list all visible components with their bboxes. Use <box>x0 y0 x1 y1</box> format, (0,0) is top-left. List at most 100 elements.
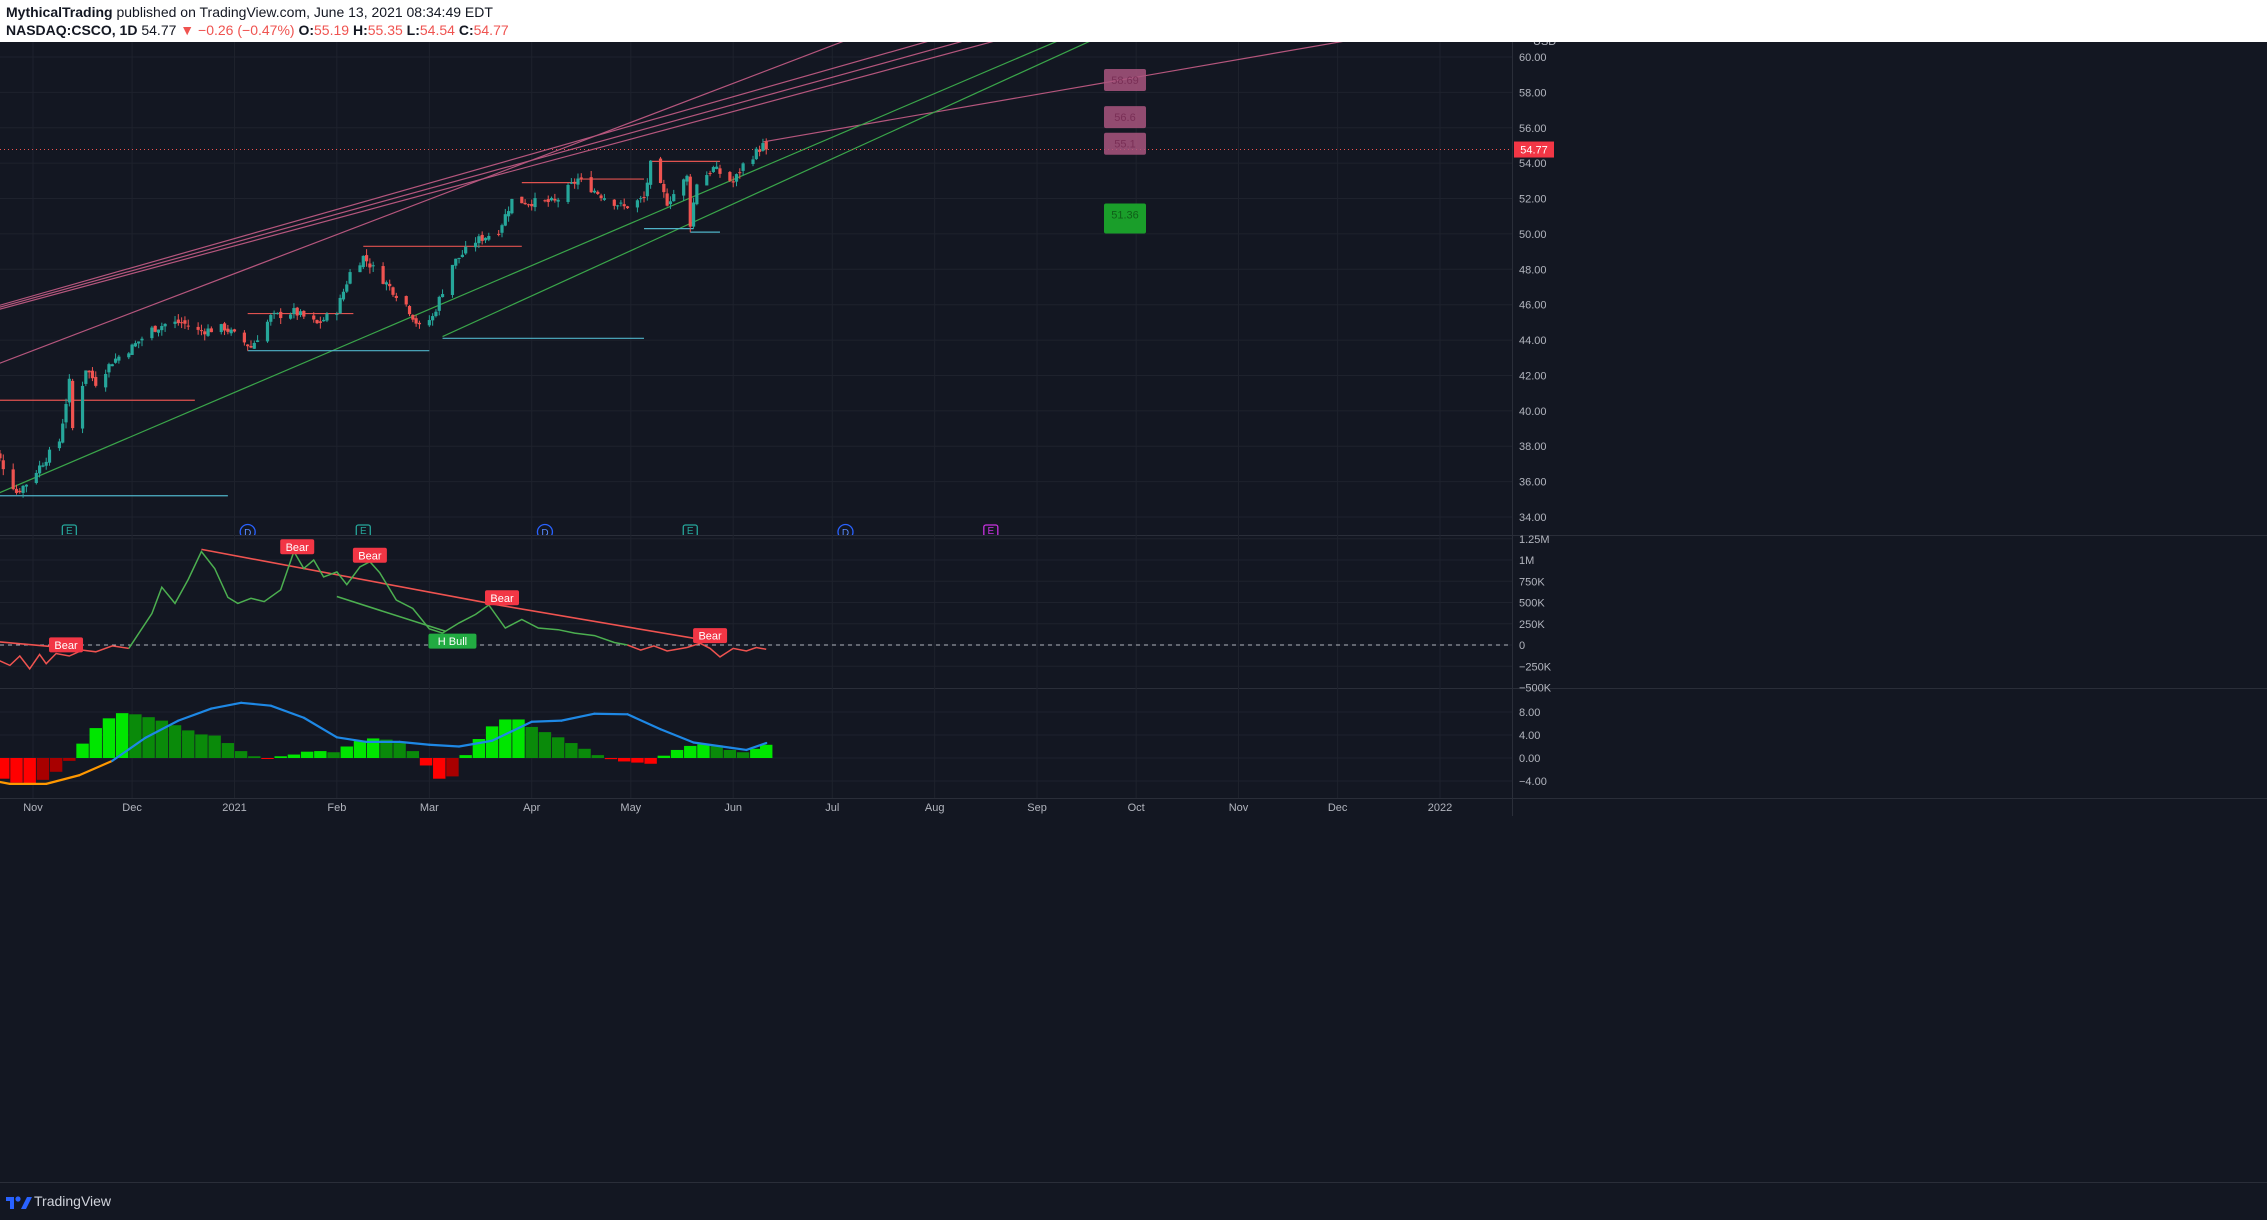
candle-body <box>728 172 732 181</box>
momentum-bar <box>406 751 420 758</box>
candle-body <box>731 181 735 183</box>
oscillator-tick-label: 750K <box>1519 576 1545 588</box>
close-label: C: <box>458 22 474 38</box>
price-label-box <box>1104 69 1146 91</box>
candle <box>348 269 352 285</box>
momentum-bar <box>604 758 618 760</box>
candle-body <box>658 158 663 183</box>
candle-body <box>44 461 48 466</box>
candle <box>388 279 392 291</box>
candle <box>642 191 646 203</box>
momentum-bar <box>565 743 578 758</box>
candle <box>391 286 395 297</box>
candle <box>526 203 531 208</box>
candle-body <box>556 199 560 202</box>
momentum-bar <box>23 758 36 784</box>
earnings-marker-box <box>355 524 371 535</box>
momentum-bar <box>261 758 274 759</box>
momentum-tick-label: −4.00 <box>1519 776 1547 788</box>
time-tick-label: Apr <box>523 802 540 814</box>
candle-body <box>107 364 111 373</box>
price-tick-label: 54.00 <box>1519 158 1547 170</box>
candle-body <box>104 374 108 388</box>
candle <box>84 370 88 387</box>
candle <box>107 362 111 378</box>
candle <box>407 305 412 317</box>
candle-body <box>751 159 755 165</box>
tradingview-brand[interactable]: TradingView <box>34 1193 112 1209</box>
candle-body <box>546 199 550 203</box>
signal-line-segment <box>177 707 213 722</box>
candle-body <box>90 370 95 379</box>
oscillator-line <box>0 645 129 671</box>
candle <box>622 198 626 210</box>
momentum-bar <box>274 756 287 758</box>
candle <box>298 309 303 318</box>
price-change: ▼ −0.26 (−0.47%) <box>180 22 295 38</box>
publisher-name[interactable]: MythicalTrading <box>6 4 113 20</box>
candle <box>206 324 210 337</box>
tradingview-logo-icon[interactable] <box>6 1193 32 1209</box>
candle-body <box>526 204 531 206</box>
candle-body <box>222 323 227 331</box>
price-panel[interactable]: 58.69 56.6 55.1 51.36 E E E E D D D <box>0 42 1512 540</box>
signal-label-box <box>352 547 387 563</box>
symbol-line: NASDAQ:CSCO, 1D 54.77 ▼ −0.26 (−0.47%) O… <box>6 22 509 38</box>
candle-body <box>487 235 491 240</box>
price-tick-label: 34.00 <box>1519 512 1547 524</box>
candle-body <box>569 182 573 184</box>
candle-body <box>57 441 62 449</box>
oscillator-tick-label: −250K <box>1519 661 1552 673</box>
price-tick-label: 46.00 <box>1519 300 1547 312</box>
time-tick-label: Dec <box>122 802 142 814</box>
candle <box>427 315 431 327</box>
candle-body <box>87 370 91 373</box>
candle-body <box>381 266 385 284</box>
trend-line <box>0 42 844 364</box>
price-tick-label: 42.00 <box>1519 370 1547 382</box>
signal-line-segment <box>239 701 272 707</box>
price-label-text: 55.1 <box>1114 139 1135 151</box>
oscillator-panel[interactable]: Bear Bear Bear Bear Bear H Bull <box>0 539 1512 671</box>
signal-label-text: Bear <box>698 631 722 643</box>
candle-body <box>358 265 362 273</box>
candle <box>110 363 114 367</box>
candle-body <box>530 203 534 207</box>
candle <box>507 206 511 222</box>
divergence-line <box>201 548 499 606</box>
candle <box>695 183 699 206</box>
candle <box>302 310 306 319</box>
candle <box>219 323 223 335</box>
earnings-marker: E <box>682 524 698 535</box>
candle <box>295 306 299 320</box>
momentum-panel[interactable] <box>0 701 773 785</box>
trend-line <box>0 42 963 308</box>
candle-body <box>47 449 52 463</box>
candle <box>523 199 527 205</box>
candle <box>180 317 184 329</box>
candle <box>11 463 15 491</box>
candle-body <box>411 314 415 320</box>
candle-body <box>718 168 722 174</box>
candle <box>404 295 408 307</box>
last-price-tag-text: 54.77 <box>1520 145 1548 157</box>
momentum-bar <box>234 751 248 758</box>
candle-body <box>483 237 488 241</box>
candle-body <box>41 465 45 467</box>
candle-body <box>685 175 689 182</box>
candle <box>414 315 418 327</box>
candle <box>682 178 686 201</box>
candle <box>61 418 65 444</box>
momentum-bar <box>0 758 10 779</box>
momentum-bar <box>366 738 380 758</box>
dividend-marker: D <box>837 523 854 535</box>
candle <box>381 262 385 285</box>
candle <box>543 199 547 203</box>
candle <box>222 321 227 336</box>
candle <box>533 192 537 212</box>
candle-body <box>302 310 306 317</box>
candle <box>612 199 616 210</box>
signal-line-segment <box>335 736 368 744</box>
momentum-bar <box>723 749 737 758</box>
